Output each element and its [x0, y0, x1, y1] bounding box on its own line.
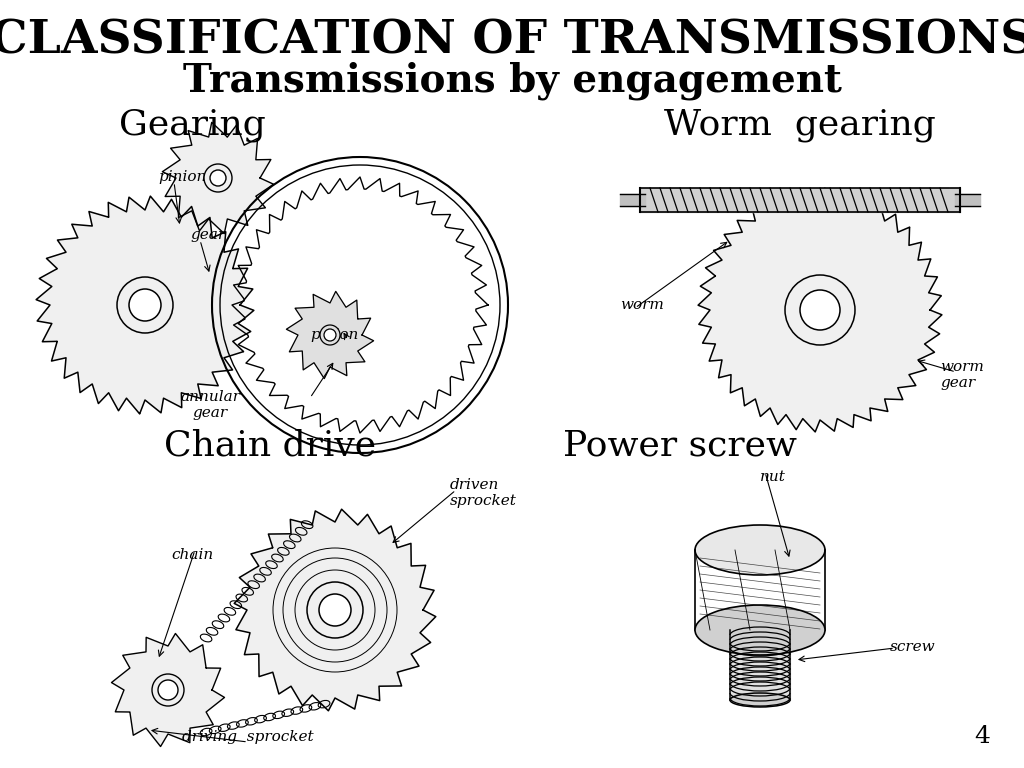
- Polygon shape: [36, 196, 254, 414]
- Text: gear: gear: [193, 406, 227, 420]
- Polygon shape: [234, 509, 436, 710]
- Text: gear: gear: [190, 228, 225, 242]
- Text: Power screw: Power screw: [563, 428, 797, 462]
- Text: nut: nut: [760, 470, 785, 484]
- Text: gear: gear: [940, 376, 975, 390]
- Ellipse shape: [695, 605, 825, 655]
- Polygon shape: [698, 188, 942, 432]
- Circle shape: [319, 325, 340, 345]
- Circle shape: [307, 582, 362, 638]
- Text: worm: worm: [620, 298, 664, 312]
- Ellipse shape: [730, 693, 790, 707]
- Circle shape: [319, 594, 351, 626]
- Text: driven: driven: [450, 478, 500, 492]
- Text: Chain drive: Chain drive: [164, 428, 376, 462]
- Text: CLASSIFICATION OF TRANSMISSIONS: CLASSIFICATION OF TRANSMISSIONS: [0, 18, 1024, 64]
- Text: annular: annular: [180, 390, 240, 404]
- Polygon shape: [112, 634, 224, 746]
- Circle shape: [129, 289, 161, 321]
- Circle shape: [158, 680, 178, 700]
- Polygon shape: [287, 291, 374, 379]
- Text: Transmissions by engagement: Transmissions by engagement: [182, 62, 842, 101]
- Text: Gearing: Gearing: [119, 108, 265, 142]
- Ellipse shape: [695, 525, 825, 575]
- Text: worm: worm: [940, 360, 984, 374]
- Circle shape: [204, 164, 232, 192]
- Circle shape: [117, 277, 173, 333]
- Text: driving  sprocket: driving sprocket: [182, 730, 313, 744]
- Polygon shape: [163, 122, 273, 233]
- Text: chain: chain: [171, 548, 213, 562]
- Circle shape: [324, 329, 336, 341]
- Text: sprocket: sprocket: [450, 494, 517, 508]
- Circle shape: [210, 170, 226, 186]
- Text: 4: 4: [974, 725, 990, 748]
- Circle shape: [800, 290, 840, 330]
- Circle shape: [152, 674, 184, 706]
- Text: Worm  gearing: Worm gearing: [665, 108, 936, 142]
- Circle shape: [785, 275, 855, 345]
- Text: pinion: pinion: [158, 170, 207, 184]
- Text: pinion: pinion: [311, 328, 359, 342]
- Text: screw: screw: [890, 640, 936, 654]
